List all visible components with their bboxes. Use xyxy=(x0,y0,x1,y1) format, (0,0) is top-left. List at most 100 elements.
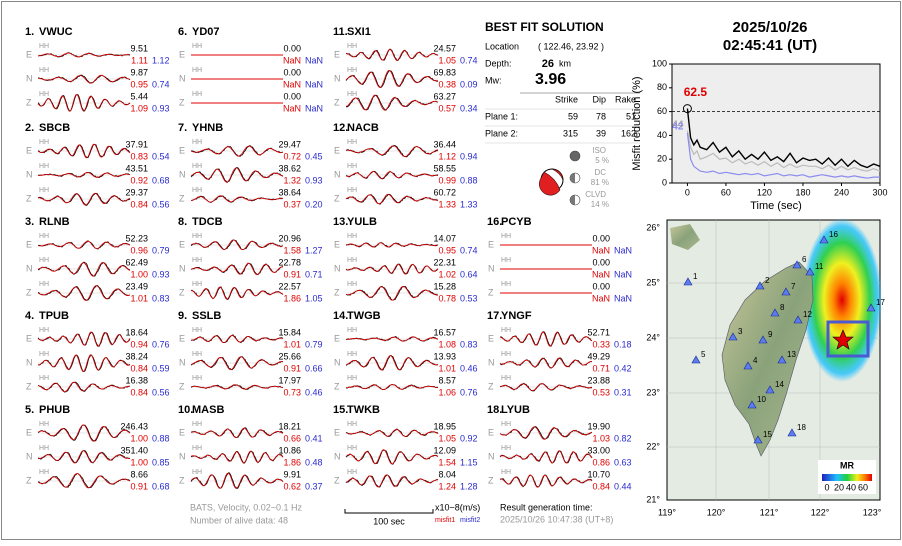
misfit2: 0.56 xyxy=(152,387,170,397)
channel-label: HH xyxy=(39,351,49,358)
misfit2: 0.59 xyxy=(152,363,170,373)
misfit1: 0.78 xyxy=(438,293,456,303)
channel-label: HH xyxy=(347,91,357,98)
station-name: YULB xyxy=(347,216,377,228)
annotation: 42 xyxy=(672,122,684,133)
component-label: E xyxy=(488,239,494,249)
misfit1: 1.01 xyxy=(130,293,148,303)
misfit1: 1.32 xyxy=(283,175,301,185)
station-label: 8 xyxy=(780,303,785,312)
misfit1: 0.62 xyxy=(283,481,301,491)
amplitude: 49.29 xyxy=(587,351,610,361)
component-label: Z xyxy=(334,193,340,203)
amplitude: 63.27 xyxy=(433,91,456,101)
y-tick-label: 20 xyxy=(657,154,667,164)
synthetic-trace xyxy=(345,449,439,465)
misfit2: 0.93 xyxy=(152,103,170,113)
component-percent: 81 % xyxy=(591,178,609,187)
amplitude: 60.72 xyxy=(433,187,456,197)
station-marker xyxy=(792,260,802,269)
lon-label: 122° xyxy=(811,507,830,517)
component-label: N xyxy=(26,357,33,367)
station-marker xyxy=(728,332,738,341)
component-label: E xyxy=(334,427,340,437)
misfit2: NaN xyxy=(305,55,323,65)
synthetic-trace xyxy=(190,262,284,276)
station-number: 1. xyxy=(25,26,34,38)
synthetic-trace xyxy=(190,195,284,203)
synthetic-trace xyxy=(37,450,131,464)
channel-label: HH xyxy=(347,139,357,146)
channel-label: HH xyxy=(347,445,357,452)
synthetic-trace xyxy=(345,69,439,88)
station-number: 13. xyxy=(333,216,348,228)
component-label: E xyxy=(179,49,185,59)
misfit1: 1.06 xyxy=(438,387,456,397)
misfit1: 1.00 xyxy=(130,457,148,467)
station-label: 1 xyxy=(693,272,698,281)
amplitude: 22.31 xyxy=(433,257,456,267)
channel-label: HH xyxy=(192,351,202,358)
misfit1: 0.91 xyxy=(283,363,301,373)
misfit1: 1.08 xyxy=(438,339,456,349)
station-name: TWGB xyxy=(347,310,381,322)
amplitude: 29.47 xyxy=(278,139,301,149)
station-label: 4 xyxy=(753,356,758,365)
station-label: 11 xyxy=(815,262,824,271)
synthetic-trace xyxy=(345,242,438,248)
synthetic-trace xyxy=(37,424,131,442)
channel-label: HH xyxy=(192,139,202,146)
amplitude: 33.00 xyxy=(587,445,610,455)
station-name: LYUB xyxy=(501,404,530,416)
misfit1: 0.57 xyxy=(438,103,456,113)
component-label: N xyxy=(179,73,186,83)
amplitude: 351.40 xyxy=(120,445,148,455)
component-label: Z xyxy=(488,475,494,485)
misfit2: 0.92 xyxy=(460,433,478,443)
component-label: N xyxy=(26,73,33,83)
amplitude: 17.97 xyxy=(278,375,301,385)
synthetic-trace xyxy=(38,52,131,58)
epicenter-star xyxy=(832,329,854,350)
amplitude: 9.91 xyxy=(283,469,301,479)
component-label: N xyxy=(334,263,341,273)
annotation: 62.5 xyxy=(684,85,708,99)
station-marker xyxy=(787,428,797,437)
misfit1: 1.01 xyxy=(438,363,456,373)
x-tick-label: 240 xyxy=(834,187,849,197)
misfit2-legend: misfit2 xyxy=(460,517,480,524)
amplitude: 52.23 xyxy=(125,233,148,243)
y-tick-label: 100 xyxy=(652,58,667,68)
max-marker xyxy=(682,104,692,114)
plane-value: 315 xyxy=(563,128,578,138)
misfit1: 0.84 xyxy=(592,481,610,491)
channel-label: HH xyxy=(192,163,202,170)
misfit2: 1.05 xyxy=(305,293,323,303)
channel-label: HH xyxy=(501,469,511,476)
component-name: CLVD xyxy=(585,190,606,199)
misfit1: NaN xyxy=(592,269,610,279)
component-label: E xyxy=(334,333,340,343)
station-name: YHNB xyxy=(192,122,223,134)
amplitude: 15.28 xyxy=(433,281,456,291)
component-label: Z xyxy=(334,97,340,107)
synthetic-trace xyxy=(190,167,284,183)
channel-label: HH xyxy=(347,281,357,288)
channel-label: HH xyxy=(501,375,511,382)
misfit2: 0.88 xyxy=(152,433,170,443)
synthetic-trace xyxy=(190,356,283,370)
station-label: 17 xyxy=(876,298,885,307)
amplitude: 10.70 xyxy=(587,469,610,479)
misfit2: 0.44 xyxy=(614,481,632,491)
station-label: 5 xyxy=(701,350,706,359)
channel-label: HH xyxy=(39,187,49,194)
component-label: E xyxy=(179,427,185,437)
lat-label: 24° xyxy=(646,332,660,342)
misfit1: NaN xyxy=(283,103,301,113)
component-label: E xyxy=(334,239,340,249)
station-number: 10. xyxy=(178,404,193,416)
observed-trace xyxy=(499,331,593,347)
channel-label: HH xyxy=(347,469,357,476)
amplitude: 62.49 xyxy=(125,257,148,267)
channel-label: HH xyxy=(192,187,202,194)
